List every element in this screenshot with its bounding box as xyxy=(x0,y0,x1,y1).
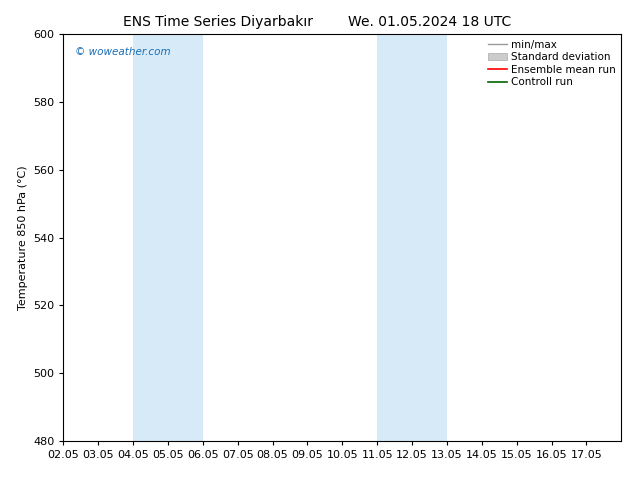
Bar xyxy=(377,34,447,441)
Y-axis label: Temperature 850 hPa (°C): Temperature 850 hPa (°C) xyxy=(18,165,27,310)
Text: © woweather.com: © woweather.com xyxy=(75,47,170,56)
Text: ENS Time Series Diyarbakır        We. 01.05.2024 18 UTC: ENS Time Series Diyarbakır We. 01.05.202… xyxy=(123,15,511,29)
Legend: min/max, Standard deviation, Ensemble mean run, Controll run: min/max, Standard deviation, Ensemble me… xyxy=(486,37,618,89)
Bar xyxy=(133,34,203,441)
